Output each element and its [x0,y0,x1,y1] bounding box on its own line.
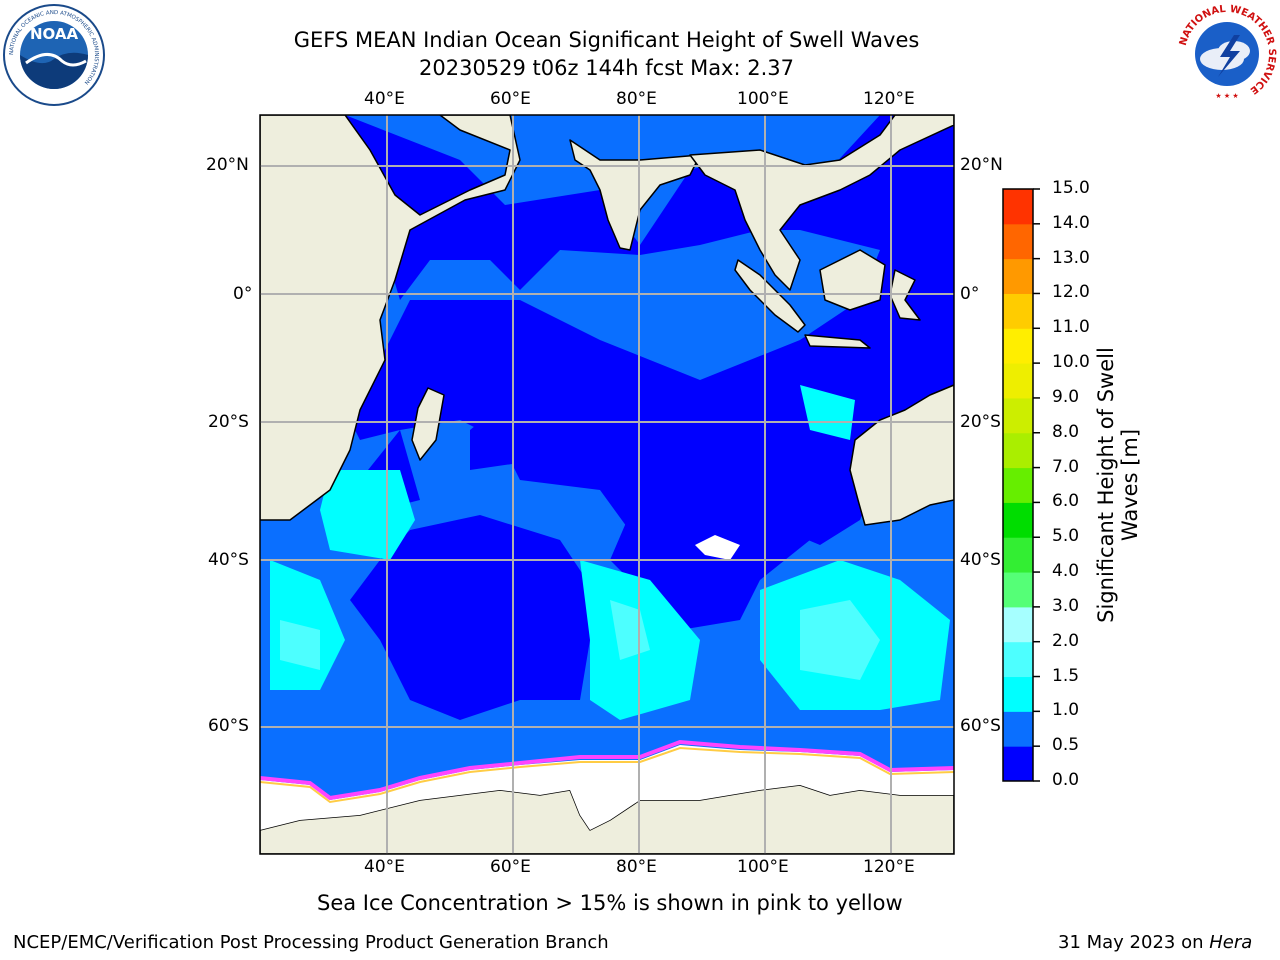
lon-label-top: 100°E [737,89,789,109]
lon-label-top: 80°E [616,89,657,109]
sumatra-land [734,259,806,333]
colorbar-label-line1: Significant Height of Swell [1094,347,1118,623]
colorbar-tick-label: 11.0 [1052,317,1090,338]
colorbar-segment [1003,223,1033,260]
india-land [569,139,701,251]
colorbar-tick-label: 9.0 [1052,386,1080,407]
colorbar-segment [1003,746,1033,782]
lat-label-left: 20°N [206,155,249,175]
colorbar-segment [1003,432,1033,469]
colorbar-tick-label: 15.0 [1052,178,1090,198]
lon-label-top: 40°E [364,89,405,109]
colorbar-tick-label: 1.5 [1052,665,1080,686]
lon-label-bottom: 40°E [364,857,405,877]
lon-label-bottom: 80°E [616,857,657,877]
lat-label-right: 0° [960,284,980,304]
colorbar-segment [1003,502,1033,538]
lon-label-bottom: 60°E [490,857,531,877]
lat-label-left: 0° [233,284,253,304]
lat-label-right: 20°S [960,412,1001,432]
colorbar-segment [1003,711,1033,747]
noaa-logo: NATIONAL OCEANIC AND ATMOSPHERIC ADMINIS… [3,4,105,106]
svg-text:★ ★ ★: ★ ★ ★ [1215,92,1238,100]
colorbar-label-line2: Waves [m] [1118,428,1142,542]
lon-label-top: 120°E [863,89,915,109]
colorbar-segment [1003,258,1033,294]
lat-label-left: 20°S [208,412,249,432]
java-land [804,334,871,349]
colorbar-tick-label: 2.0 [1052,630,1080,651]
australia-land [849,384,954,526]
gridlines [260,115,954,854]
colorbar-tick-label: 0.5 [1052,735,1080,756]
lon-label-bottom: 100°E [737,857,789,877]
colorbar-segment [1003,328,1033,364]
swell-pale-regions [280,600,880,680]
lat-label-right: 40°S [960,550,1001,570]
colorbar-segment [1003,397,1033,434]
footer-right: 31 May 2023 on Hera [1058,932,1252,953]
lat-label-left: 40°S [208,550,249,570]
colorbar-tick-label: 8.0 [1052,421,1080,442]
footer-date: 31 May 2023 on [1058,932,1210,953]
ice-patch [695,535,740,560]
colorbar-segment [1003,572,1033,608]
colorbar-segment [1003,537,1033,573]
map-subtitle: 20230529 t06z 144h fcst Max: 2.37 [419,56,794,80]
colorbar-tick-label: 7.0 [1052,456,1080,477]
lat-label-right: 20°N [960,155,1003,175]
colorbar-tick-label: 14.0 [1052,212,1090,233]
lon-label-top: 60°E [490,89,531,109]
colorbar-tick-label: 4.0 [1052,561,1080,582]
map-title: GEFS MEAN Indian Ocean Significant Heigh… [293,28,920,52]
footer-left: NCEP/EMC/Verification Post Processing Pr… [13,932,609,953]
colorbar-segment [1003,467,1033,503]
svg-text:NOAA: NOAA [30,25,79,43]
lon-label-bottom: 120°E [863,857,915,877]
colorbar-segment [1003,641,1033,678]
colorbar-segment [1003,189,1033,225]
colorbar-tick-label: 5.0 [1052,526,1080,547]
lat-label-left: 60°S [208,716,249,736]
sea-ice-edge-yellow [260,746,954,804]
colorbar-segment [1003,293,1033,329]
land-areas [260,115,954,854]
colorbar-frame [1002,188,1034,782]
madagascar-land [411,387,445,461]
sea-ice-edge-pink [260,739,954,801]
colorbar-segment [1003,606,1033,643]
nws-logo: NATIONAL WEATHER SERVICE ★ ★ ★ [1178,4,1277,103]
colorbar-tick-label: 6.0 [1052,491,1080,512]
colorbar-tick-label: 13.0 [1052,247,1090,268]
southeast-asia-land [689,115,954,291]
colorbar-tick-label: 1.0 [1052,700,1080,721]
map-frame [259,114,955,855]
colorbar-tick-label: 3.0 [1052,595,1080,616]
colorbar-tick-label: 12.0 [1052,282,1090,303]
colorbar-segment [1003,363,1033,399]
footer-machine: Hera [1209,932,1253,953]
colorbar-tick-label: 0.0 [1052,770,1080,790]
colorbar [1003,188,1040,782]
sea-ice-note: Sea Ice Concentration > 15% is shown in … [317,891,903,915]
colorbar-tick-label: 10.0 [1052,352,1090,373]
sea-ice-area [260,745,954,830]
lat-label-right: 60°S [960,716,1001,736]
colorbar-segment [1003,676,1033,712]
